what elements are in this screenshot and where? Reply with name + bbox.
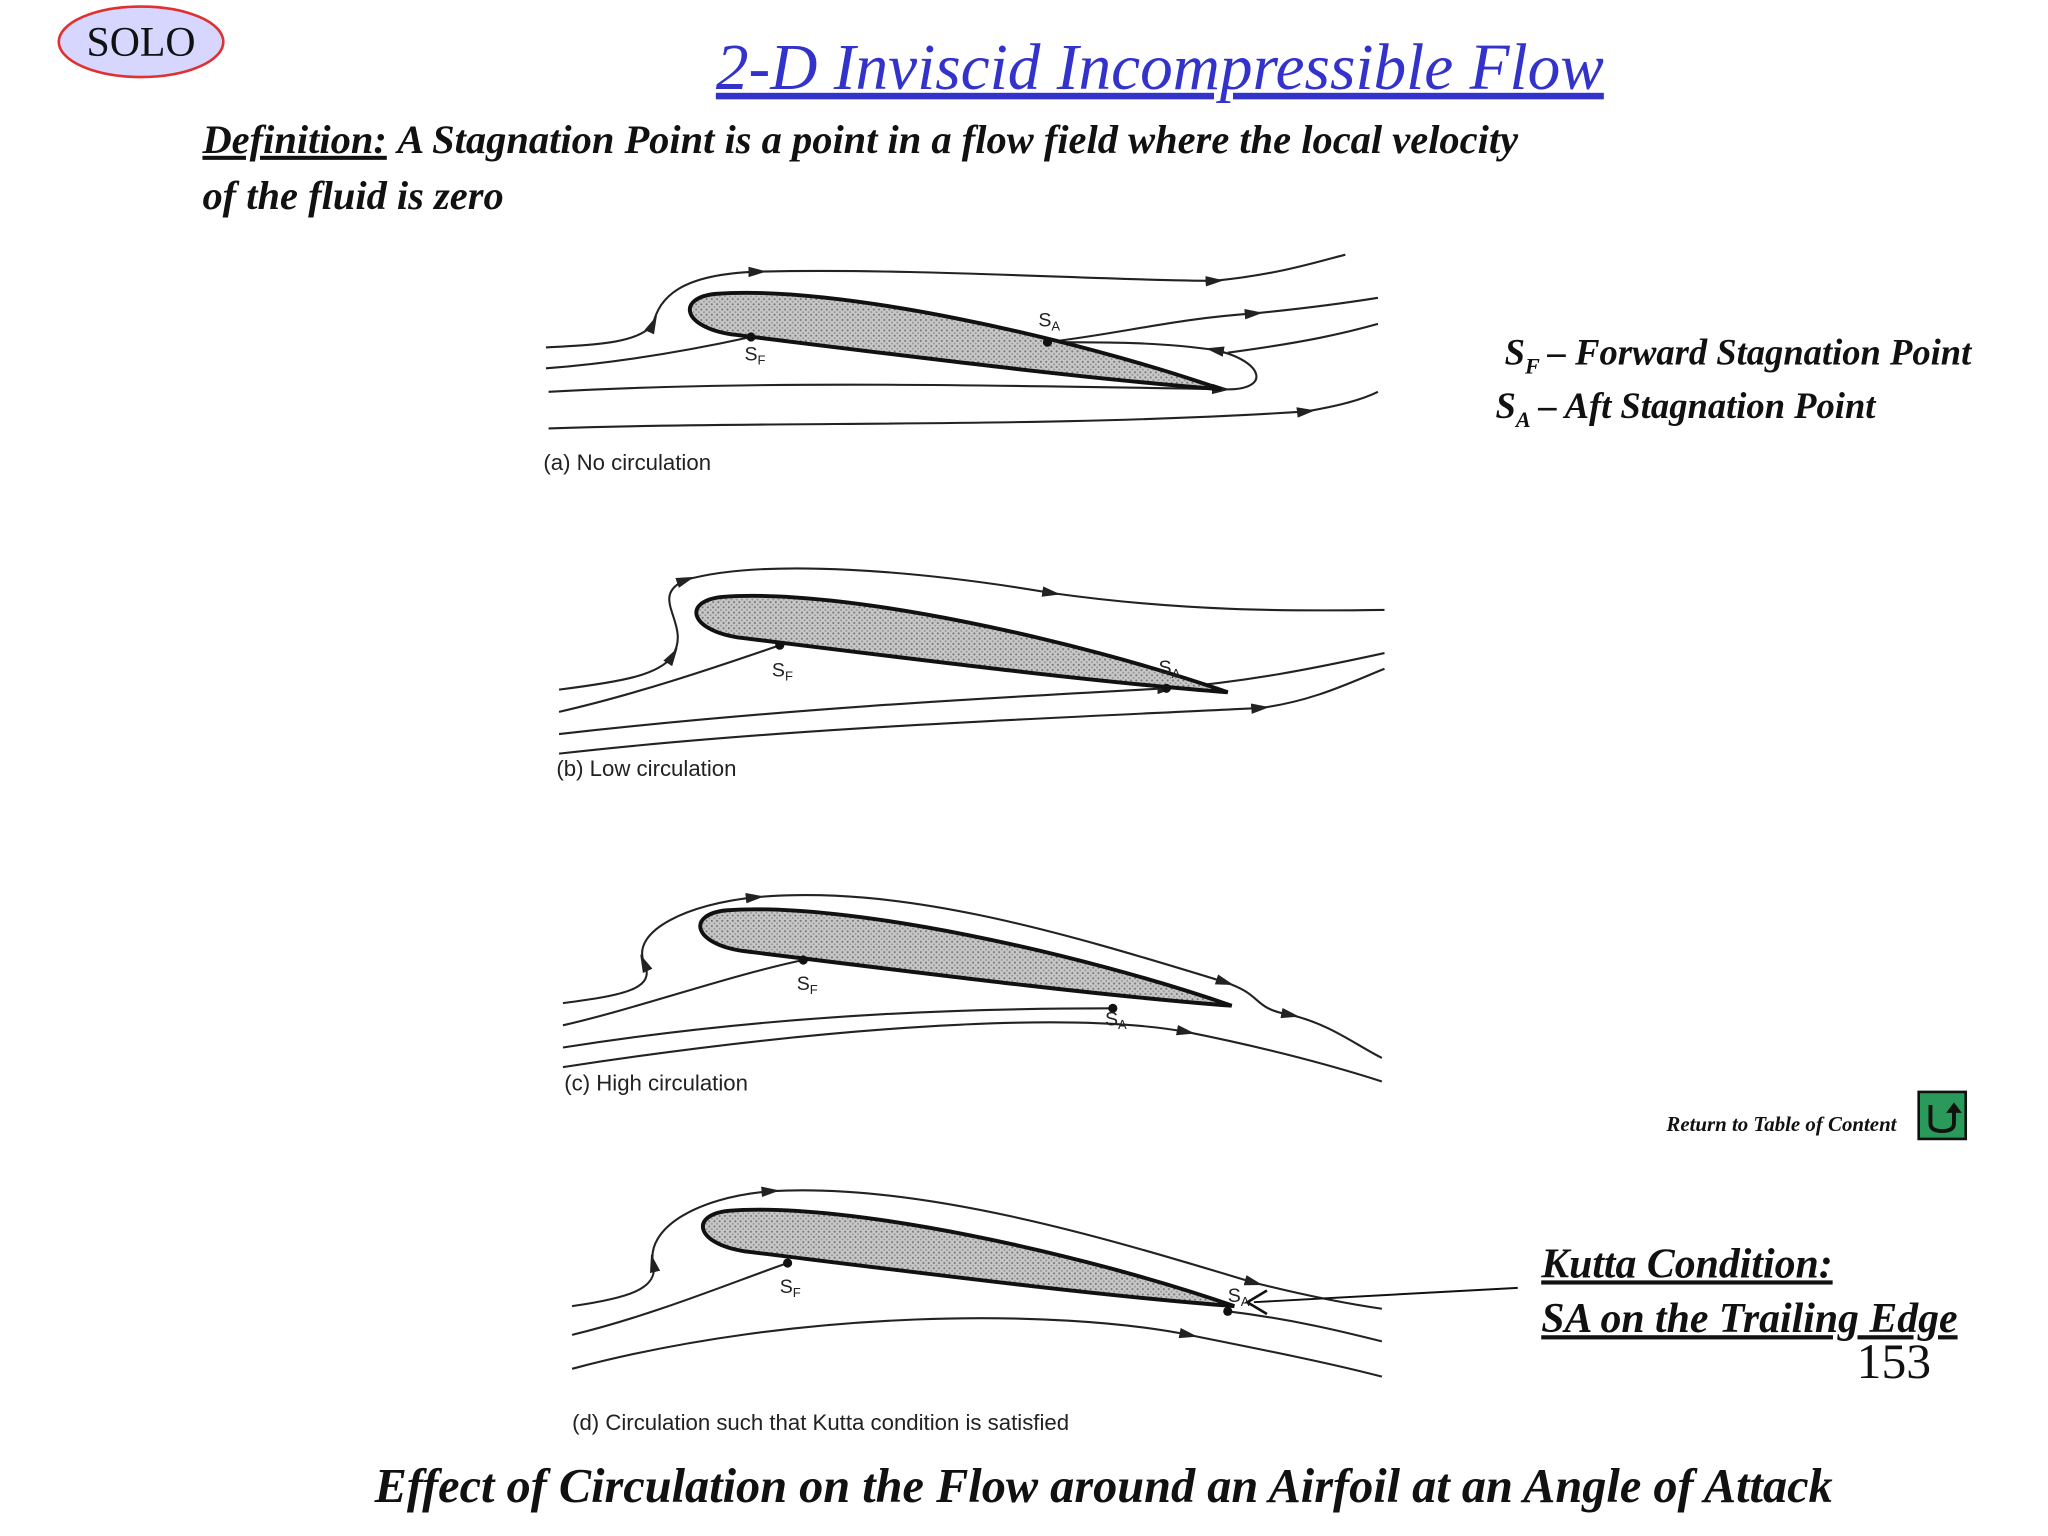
stagnation-point — [798, 955, 808, 965]
streamline — [545, 253, 1346, 349]
stagnation-point — [1042, 337, 1053, 347]
sf-symbol: S — [780, 1276, 793, 1298]
streamline — [558, 567, 1385, 691]
sf-sub: F — [793, 1285, 801, 1300]
streamline — [562, 892, 1383, 1059]
streamline — [545, 335, 752, 370]
return-link[interactable]: Return to Table of Content — [1665, 1112, 1897, 1136]
pointer-line — [1253, 1286, 1518, 1304]
badge — [57, 5, 225, 79]
slide-title: 2-D Inviscid Incompressible Flow — [716, 32, 1604, 104]
sf-symbol: S — [772, 660, 785, 682]
legend-text: – Aft Stagnation Point — [1538, 385, 1878, 426]
legend-text: – Forward Stagnation Point — [1547, 331, 1973, 372]
panel-caption: (c) High circulation — [564, 1071, 748, 1096]
legend-sub: F — [1524, 354, 1540, 379]
stagnation-point — [746, 332, 756, 342]
panel: SF SA (c) High circulation — [562, 892, 1383, 1096]
sf-label: SF — [780, 1276, 801, 1300]
definition-line: of the fluid is zero — [202, 173, 503, 218]
panel: SF SA (b) Low circulation — [556, 567, 1385, 781]
streamline — [1227, 322, 1379, 354]
sa-sub: A — [1051, 318, 1060, 333]
stagnation-point — [1161, 683, 1171, 693]
panel: SF SA (d) Circulation such that Kutta co… — [571, 1186, 1383, 1435]
sa-label: SA — [1038, 310, 1060, 334]
panel-caption: (d) Circulation such that Kutta conditio… — [572, 1410, 1069, 1435]
streamline — [571, 1262, 788, 1336]
sa-symbol: S — [1105, 1008, 1118, 1030]
kutta-title: Kutta Condition: — [1540, 1241, 1832, 1287]
streamline — [548, 390, 1379, 430]
return-icon[interactable] — [1917, 1090, 1968, 1141]
legend-symbol: S — [1496, 385, 1516, 426]
sf-label: SF — [772, 660, 793, 684]
streamline — [562, 958, 804, 1027]
pointer-head — [1244, 1289, 1268, 1316]
streamline — [558, 644, 781, 713]
stagnation-point — [783, 1258, 793, 1268]
sa-symbol: S — [1228, 1285, 1241, 1307]
legend-entry: SA – Aft Stagnation Point — [1496, 385, 1878, 432]
kutta-text: SA on the Trailing Edge — [1541, 1296, 1957, 1342]
sf-sub: F — [810, 982, 818, 997]
sa-label: SA — [1228, 1285, 1250, 1309]
sf-symbol: S — [744, 343, 757, 365]
sf-sub: F — [758, 352, 766, 367]
sf-label: SF — [797, 973, 818, 997]
definition-line: Definition: A Stagnation Point is a point… — [201, 117, 1519, 162]
definition-text: A Stagnation Point is a point in a flow … — [394, 117, 1519, 162]
sa-sub: A — [1241, 1294, 1250, 1309]
stagnation-point — [1108, 1003, 1118, 1013]
sf-label: SF — [744, 343, 765, 367]
stagnation-point — [775, 640, 785, 650]
badge-text: SOLO — [87, 20, 196, 66]
sa-symbol: S — [1038, 310, 1051, 332]
legend-sub: A — [1514, 407, 1531, 432]
panel-caption: (b) Low circulation — [556, 756, 736, 781]
panel-caption: (a) No circulation — [543, 450, 711, 475]
panel: SF SA (a) No circulation — [543, 253, 1379, 475]
streamline — [571, 1186, 1383, 1310]
sa-symbol: S — [1159, 657, 1172, 679]
streamline — [571, 1317, 1383, 1378]
streamline — [558, 667, 1385, 755]
sa-sub: A — [1172, 666, 1181, 681]
streamline — [558, 652, 1385, 736]
page-number: 153 — [1857, 1334, 1931, 1389]
streamline — [562, 1007, 1113, 1049]
legend-symbol: S — [1505, 331, 1525, 372]
sf-sub: F — [785, 668, 793, 683]
sa-label: SA — [1159, 657, 1181, 681]
figure-caption: Effect of Circulation on the Flow around… — [374, 1460, 1833, 1513]
legend-entry: SF – Forward Stagnation Point — [1505, 331, 1973, 378]
sa-sub: A — [1118, 1017, 1127, 1032]
streamline — [1227, 1310, 1383, 1343]
definition-term: Definition: — [201, 117, 386, 162]
streamline — [562, 1021, 1383, 1083]
sa-label: SA — [1105, 1008, 1127, 1032]
stagnation-point — [1223, 1306, 1233, 1316]
sf-symbol: S — [797, 973, 810, 995]
streamline — [1047, 296, 1379, 344]
